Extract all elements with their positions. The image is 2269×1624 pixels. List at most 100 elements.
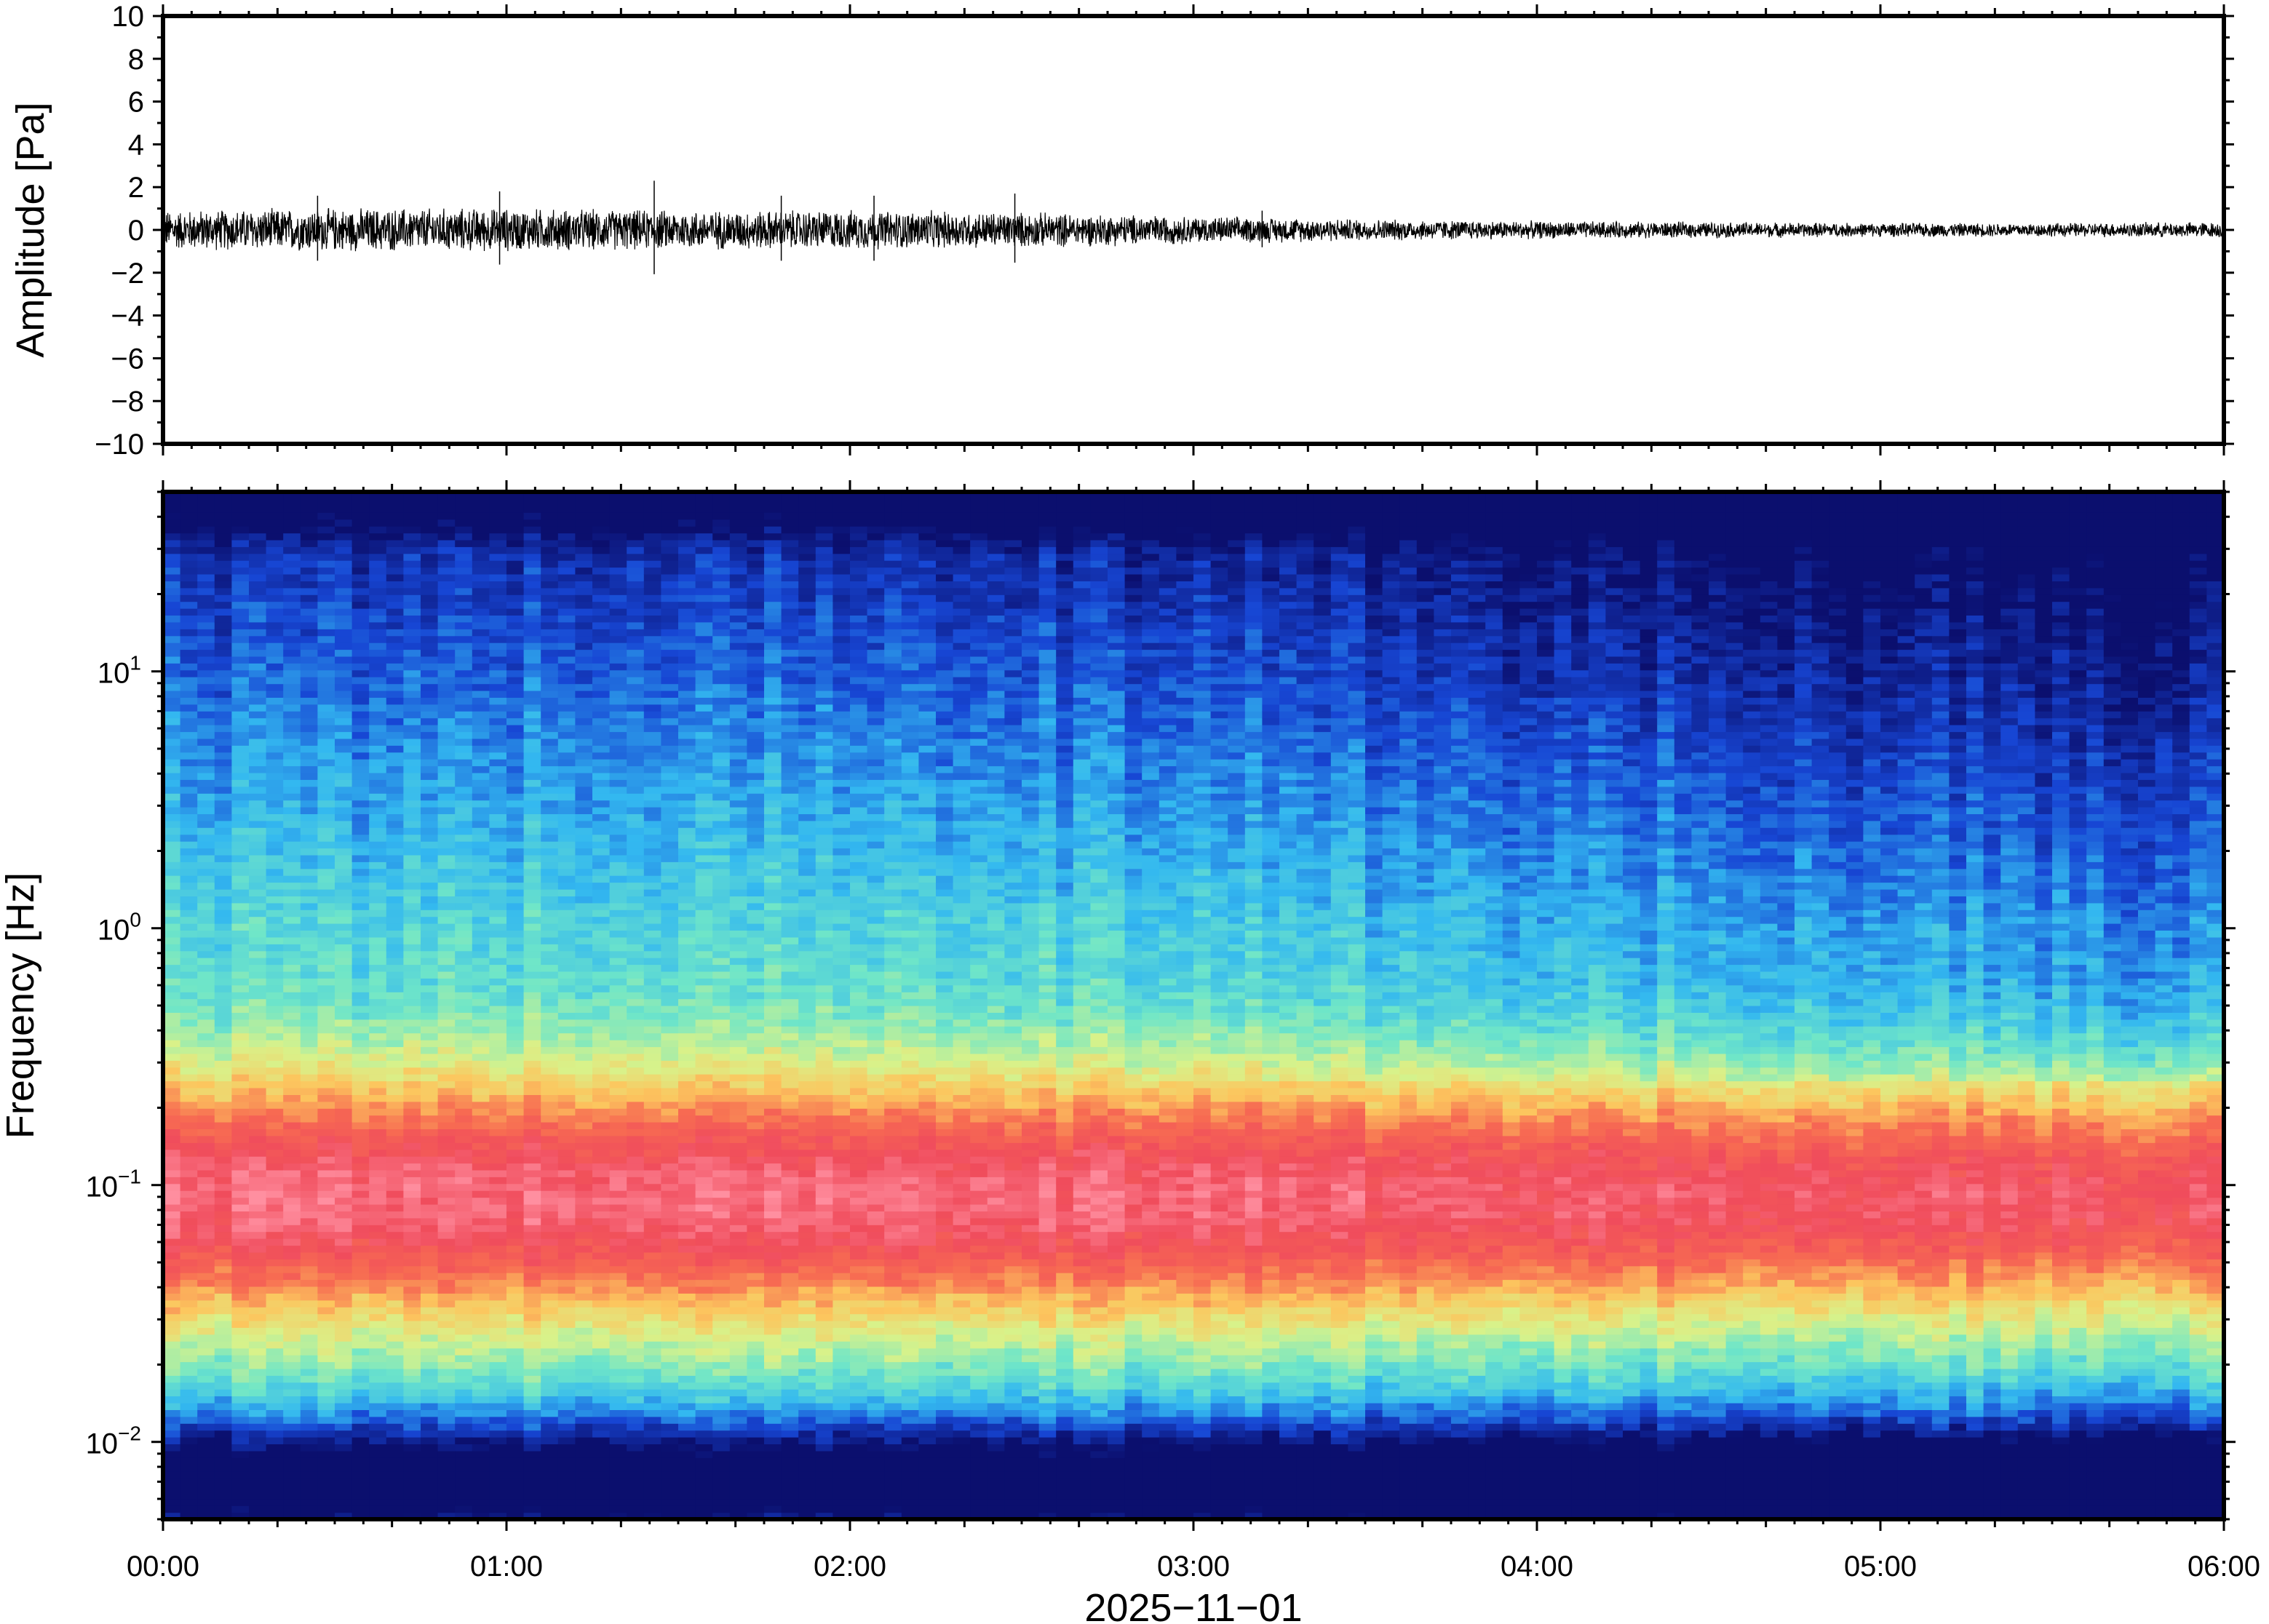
spectrogram-cell: [180, 635, 198, 643]
spectrogram-cell: [351, 663, 370, 671]
spectrogram-cell: [575, 1450, 593, 1458]
spectrogram-cell: [249, 1115, 267, 1123]
spectrogram-cell: [300, 1341, 318, 1349]
spectrogram-cell: [643, 1135, 661, 1143]
spectrogram-cell: [661, 1142, 679, 1150]
spectrogram-cell: [643, 1142, 661, 1150]
spectrogram-cell: [421, 505, 439, 513]
spectrogram-cell: [421, 615, 439, 623]
spectrogram-cell: [231, 1026, 250, 1034]
spectrogram-cell: [335, 690, 353, 698]
spectrogram-cell: [489, 1163, 507, 1171]
spectrogram-cell: [283, 1396, 301, 1404]
spectrogram-cell: [557, 950, 576, 958]
spectrogram-cell: [557, 1492, 576, 1500]
spectrogram-cell: [678, 1416, 696, 1424]
spectrogram-cell: [369, 854, 387, 862]
spectrogram-cell: [180, 834, 198, 842]
spectrogram-cell: [266, 725, 284, 733]
spectrogram-cell: [472, 1327, 490, 1335]
spectrogram-cell: [369, 505, 387, 513]
spectrogram-cell: [266, 848, 284, 856]
spectrogram-cell: [489, 854, 507, 862]
spectrogram-cell: [335, 725, 353, 733]
spectrogram-cell: [180, 1053, 198, 1061]
spectrogram-cell: [335, 669, 353, 677]
spectrogram-cell: [695, 1169, 713, 1177]
spectrogram-cell: [197, 697, 215, 705]
spectrogram-cell: [231, 704, 250, 712]
spectrogram-cell: [214, 1122, 232, 1129]
spectrogram-cell: [180, 1204, 198, 1211]
spectrogram-cell: [575, 1382, 593, 1390]
spectrogram-cell: [643, 834, 661, 842]
spectrogram-cell: [506, 1115, 525, 1123]
spectrogram-cell: [609, 725, 627, 733]
spectrogram-cell: [437, 1032, 456, 1040]
spectrogram-cell: [266, 1416, 284, 1424]
spectrogram-cell: [180, 1122, 198, 1129]
spectrogram-cell: [266, 1313, 284, 1321]
spectrogram-cell: [283, 1238, 301, 1246]
spectrogram-cell: [609, 882, 627, 890]
spectrogram-cell: [523, 1273, 541, 1281]
spectrogram-cell: [386, 958, 404, 966]
spectrogram-cell: [523, 1169, 541, 1177]
spectrogram-cell: [695, 1355, 713, 1363]
spectrogram-cell: [335, 971, 353, 979]
spectrogram-cell: [557, 567, 576, 575]
spectrogram-cell: [506, 950, 525, 958]
spectrogram-cell: [678, 587, 696, 595]
spectrogram-cell: [506, 581, 525, 589]
spectrogram-cell: [541, 738, 559, 746]
spectrogram-cell: [523, 738, 541, 746]
spectrogram-cell: [455, 1498, 473, 1506]
spectrogram-cell: [335, 594, 353, 602]
spectrogram-cell: [231, 950, 250, 958]
spectrogram-cell: [214, 971, 232, 979]
spectrogram-cell: [163, 1484, 181, 1492]
spectrogram-cell: [437, 820, 456, 828]
spectrogram-cell: [351, 1177, 370, 1185]
spectrogram-cell: [695, 663, 713, 671]
spectrogram-cell: [609, 958, 627, 966]
spectrogram-cell: [661, 1225, 679, 1233]
spectrogram-cell: [386, 1060, 404, 1068]
spectrogram-cell: [506, 958, 525, 966]
spectrogram-cell: [335, 1279, 353, 1287]
spectrogram-cell: [214, 950, 232, 958]
spectrogram-cell: [214, 1416, 232, 1424]
spectrogram-cell: [592, 731, 611, 739]
spectrogram-cell: [506, 505, 525, 513]
spectrogram-cell: [386, 526, 404, 534]
spectrogram-cell: [678, 567, 696, 575]
spectrogram-cell: [592, 936, 611, 944]
spectrogram-cell: [214, 793, 232, 801]
spectrogram-cell: [695, 683, 713, 691]
spectrogram-cell: [266, 800, 284, 808]
spectrogram-cell: [421, 745, 439, 753]
spectrogram-cell: [180, 745, 198, 753]
spectrogram-cell: [472, 505, 490, 513]
spectrogram-cell: [609, 896, 627, 904]
spectrogram-cell: [661, 738, 679, 746]
spectrogram-cell: [557, 834, 576, 842]
spectrogram-cell: [489, 553, 507, 561]
spectrogram-cell: [437, 1197, 456, 1205]
spectrogram-cell: [437, 1108, 456, 1116]
spectrogram-cell: [231, 690, 250, 698]
spectrogram-cell: [266, 492, 284, 499]
spectrogram-cell: [386, 677, 404, 685]
spectrogram-cell: [437, 1135, 456, 1143]
spectrogram-cell: [231, 1183, 250, 1191]
spectrogram-cell: [523, 492, 541, 499]
spectrogram-cell: [437, 574, 456, 581]
spectrogram-cell: [437, 1464, 456, 1472]
spectrogram-cell: [386, 560, 404, 568]
spectrogram-cell: [249, 868, 267, 876]
spectrogram-cell: [369, 923, 387, 931]
spectrogram-cell: [163, 916, 181, 924]
spectrogram-cell: [523, 574, 541, 581]
spectrogram-cell: [266, 1231, 284, 1239]
spectrogram-cell: [249, 512, 267, 520]
